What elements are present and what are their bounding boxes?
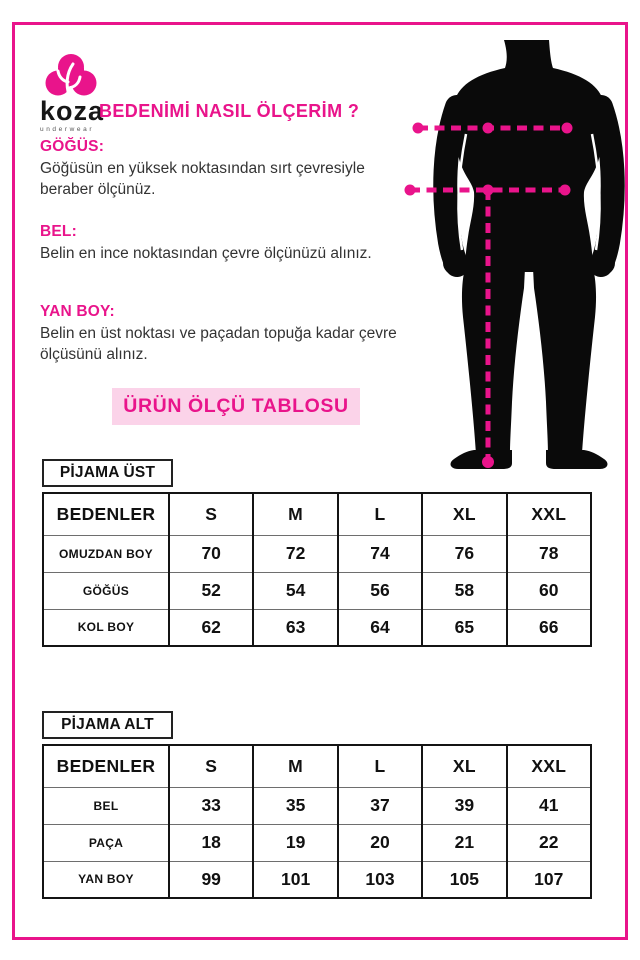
size-value: 58: [421, 571, 507, 609]
size-value: 74: [336, 534, 423, 572]
size-value: 70: [167, 534, 254, 572]
table-row: BEL 33 35 37 39 41: [43, 786, 591, 824]
size-table-pijama-alt: BEDENLER S M L XL XXL BEL 33 35 37 39 41 PAÇA 18 19 20 2…: [42, 744, 592, 899]
size-value: 35: [252, 786, 338, 824]
koza-trefoil-icon: [45, 54, 97, 97]
column-header: BEDENLER: [43, 492, 169, 535]
column-header: XL: [421, 492, 507, 535]
section-heading: YAN BOY:: [40, 303, 115, 320]
section-bel: BEL: Belin en ince noktasından çevre ölç…: [40, 223, 412, 264]
size-value: 64: [336, 608, 423, 646]
table-label-pijama-alt: PİJAMA ALT: [42, 711, 173, 739]
size-value: 41: [505, 786, 591, 824]
size-value: 56: [336, 571, 423, 609]
size-value: 78: [505, 534, 591, 572]
section-heading: GÖĞÜS:: [40, 138, 105, 155]
brand-tagline: underwear: [40, 126, 95, 133]
column-header: XXL: [505, 492, 591, 535]
section-body: Göğüsün en yüksek noktasından sırt çevre…: [40, 160, 365, 198]
size-value: 65: [421, 608, 507, 646]
size-table-banner: ÜRÜN ÖLÇÜ TABLOSU: [112, 388, 360, 425]
size-value: 19: [252, 823, 338, 861]
body-silhouette: [433, 40, 625, 469]
size-value: 101: [252, 860, 338, 898]
size-table-pijama-ust: BEDENLER S M L XL XXL OMUZDAN BOY 70 72 74 76 78 GÖĞ…: [42, 492, 592, 647]
section-yan-boy: YAN BOY: Belin en üst noktası ve paçadan…: [40, 303, 412, 365]
arm-torso-separators: [457, 133, 601, 251]
side-length-measure-line: [482, 190, 494, 468]
column-header: BEDENLER: [43, 744, 169, 787]
row-label: OMUZDAN BOY: [43, 534, 169, 572]
table-label-text: PİJAMA ÜST: [59, 464, 156, 481]
page-border-frame: [12, 22, 628, 940]
section-body: Belin en ince noktasından çevre ölçünüzü…: [40, 245, 372, 262]
size-value: 18: [167, 823, 254, 861]
page-title: BEDENİMİ NASIL ÖLÇERİM ?: [99, 101, 360, 121]
table-row: GÖĞÜS 52 54 56 58 60: [43, 571, 591, 609]
table-label-text: PİJAMA ALT: [61, 716, 154, 733]
size-value: 21: [421, 823, 507, 861]
row-label: YAN BOY: [43, 860, 169, 898]
row-label: BEL: [43, 786, 169, 824]
size-value: 33: [167, 786, 254, 824]
body-silhouette-graphic: [404, 40, 625, 469]
column-header: XXL: [505, 744, 591, 787]
size-value: 20: [336, 823, 423, 861]
size-value: 103: [336, 860, 423, 898]
size-value: 60: [505, 571, 591, 609]
chest-measure-line: [412, 122, 573, 134]
size-value: 63: [252, 608, 338, 646]
size-value: 62: [167, 608, 254, 646]
column-header: M: [252, 492, 338, 535]
row-label: PAÇA: [43, 823, 169, 861]
row-label: GÖĞÜS: [43, 571, 169, 609]
section-heading: BEL:: [40, 223, 77, 240]
size-value: 22: [505, 823, 591, 861]
table-row: KOL BOY 62 63 64 65 66: [43, 608, 591, 646]
table-row: YAN BOY 99 101 103 105 107: [43, 860, 591, 898]
size-value: 39: [421, 786, 507, 824]
koza-logo: koza underwear: [40, 54, 120, 133]
size-value: 37: [336, 786, 423, 824]
table-row: OMUZDAN BOY 70 72 74 76 78: [43, 534, 591, 572]
column-header: XL: [421, 744, 507, 787]
size-value: 52: [167, 571, 254, 609]
size-value: 76: [421, 534, 507, 572]
table-row: PAÇA 18 19 20 21 22: [43, 823, 591, 861]
size-value: 107: [505, 860, 591, 898]
section-body: Belin en üst noktası ve paçadan topuğa k…: [40, 325, 397, 363]
size-value: 99: [167, 860, 254, 898]
row-label: KOL BOY: [43, 608, 169, 646]
size-value: 54: [252, 571, 338, 609]
table-label-pijama-ust: PİJAMA ÜST: [42, 459, 173, 487]
brand-name: koza: [40, 96, 105, 126]
size-value: 72: [252, 534, 338, 572]
size-value: 66: [505, 608, 591, 646]
column-header: M: [252, 744, 338, 787]
section-gogus: GÖĞÜS: Göğüsün en yüksek noktasından sır…: [40, 138, 412, 200]
size-value: 105: [421, 860, 507, 898]
column-header: L: [336, 744, 423, 787]
column-header: S: [167, 492, 254, 535]
column-header: L: [336, 492, 423, 535]
column-header: S: [167, 744, 254, 787]
